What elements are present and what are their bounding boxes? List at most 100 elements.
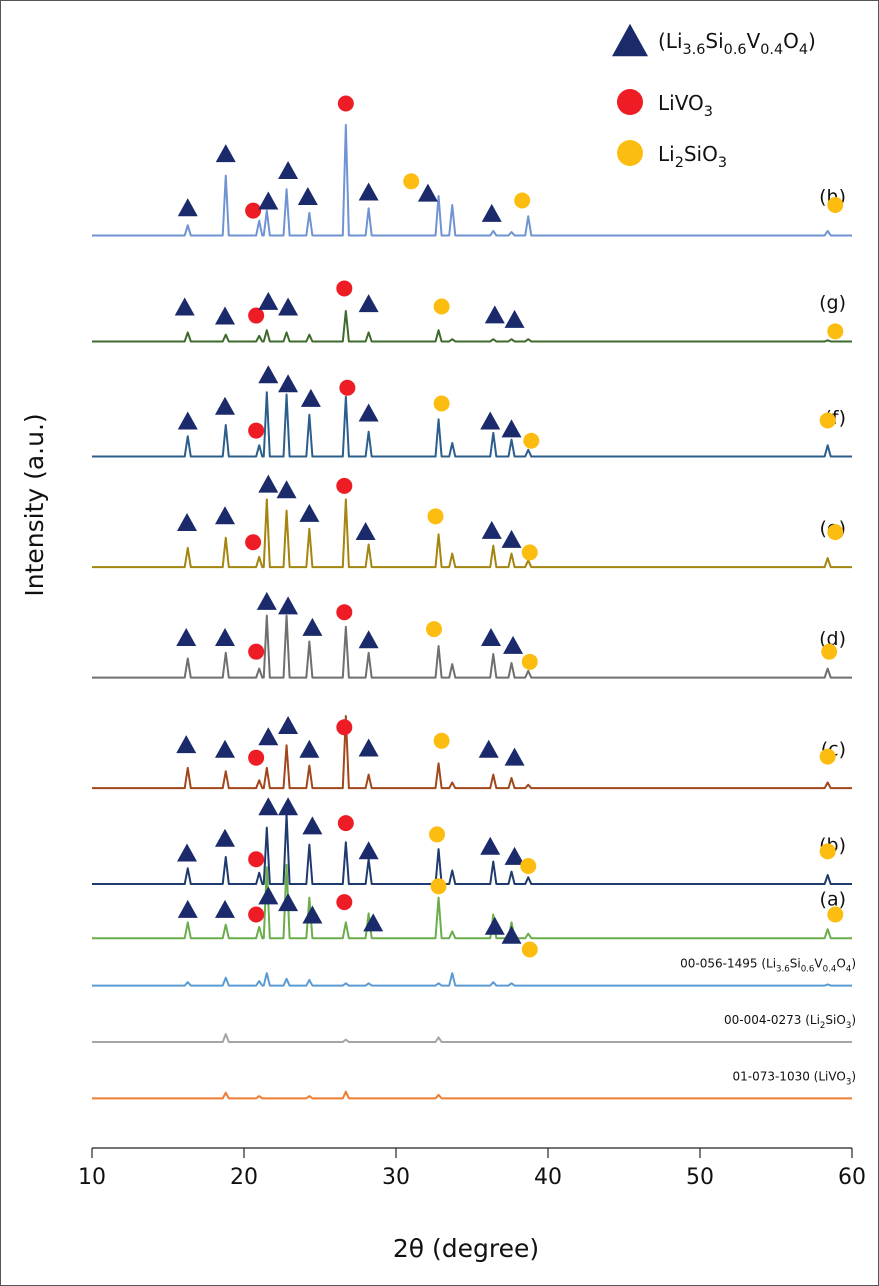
phase-marker: [278, 161, 299, 180]
phase-marker: [358, 738, 379, 757]
phase-marker: [504, 309, 525, 328]
phase-marker: [258, 474, 279, 493]
phase-marker: [215, 628, 235, 647]
phase-marker: [484, 305, 505, 324]
phase-marker: [521, 544, 538, 561]
phase-marker: [278, 797, 299, 816]
phase-marker: [336, 604, 353, 621]
xrd-trace: [92, 972, 852, 987]
y-axis-title: Intensity (a.u.): [20, 413, 49, 596]
phase-marker: [520, 858, 537, 874]
phase-marker: [278, 374, 299, 393]
xrd-trace: [92, 391, 852, 458]
phase-marker: [481, 203, 502, 222]
phase-marker: [248, 307, 265, 324]
phase-marker: [521, 653, 538, 670]
xrd-trace: [92, 614, 852, 679]
phase-marker: [433, 732, 450, 749]
x-axis-title: 2θ (degree): [393, 1234, 539, 1263]
phase-marker: [215, 396, 235, 415]
phase-marker: [302, 816, 323, 835]
phase-marker: [248, 643, 265, 660]
phase-marker: [278, 893, 299, 912]
phase-marker: [358, 403, 379, 422]
phase-marker: [426, 621, 442, 638]
phase-marker: [827, 196, 844, 213]
phase-marker: [523, 432, 540, 449]
phase-marker: [302, 617, 323, 636]
phase-marker: [827, 323, 844, 340]
phase-marker: [336, 280, 353, 297]
phase-marker: [819, 748, 836, 765]
phase-marker: [248, 906, 265, 923]
phase-marker: [827, 906, 844, 923]
phase-marker: [278, 716, 299, 734]
phase-marker: [427, 508, 444, 525]
phase-marker: [258, 191, 279, 210]
phase-marker: [339, 379, 356, 396]
phase-marker: [358, 294, 379, 313]
legend-label: LiVO3: [658, 91, 713, 121]
phase-marker: [177, 843, 197, 862]
phase-marker: [501, 529, 522, 548]
phase-marker: [177, 512, 197, 531]
phase-marker: [337, 815, 354, 832]
phase-marker: [215, 739, 235, 758]
phase-marker: [484, 916, 505, 935]
phase-marker: [514, 192, 531, 209]
xrd-trace: [92, 813, 852, 886]
legend-symbol: [617, 140, 643, 166]
phase-marker: [215, 506, 235, 525]
phase-marker: [215, 306, 235, 325]
reference-label: 00-004-0273 (Li2SiO3): [724, 1012, 856, 1030]
legend-label: (Li3.6Si0.6V0.4O4): [658, 29, 816, 59]
xrd-trace: [92, 1033, 852, 1043]
phase-marker: [480, 411, 501, 430]
phase-marker: [429, 826, 446, 843]
phase-marker: [177, 899, 198, 918]
phase-marker: [819, 843, 836, 860]
phase-marker: [258, 727, 279, 746]
phase-marker: [245, 202, 262, 219]
phase-marker: [302, 905, 323, 924]
phase-marker: [480, 836, 501, 855]
phase-marker: [297, 186, 318, 205]
phase-marker: [819, 412, 836, 429]
phase-marker: [299, 503, 320, 522]
reference-label: 00-056-1495 (Li3.6Si0.6V0.4O4): [680, 956, 856, 974]
phase-marker: [278, 596, 299, 615]
reference-label: 01-073-1030 (LiVO3): [732, 1069, 856, 1087]
phase-marker: [177, 411, 198, 430]
x-tick-label: 20: [230, 1165, 258, 1190]
phase-marker: [504, 747, 525, 766]
xrd-trace: [92, 310, 852, 343]
phase-marker: [336, 719, 353, 736]
x-tick-label: 60: [838, 1165, 866, 1190]
phase-marker: [276, 480, 297, 499]
phase-marker: [358, 841, 379, 860]
xrd-trace: [92, 1090, 852, 1100]
phase-marker: [278, 297, 299, 316]
phase-marker: [358, 630, 379, 649]
phase-marker: [336, 477, 353, 494]
x-tick-label: 40: [534, 1165, 562, 1190]
phase-marker: [299, 739, 320, 758]
phase-marker: [256, 591, 277, 610]
phase-marker: [504, 846, 525, 865]
phase-marker: [336, 894, 353, 911]
phase-marker: [258, 886, 279, 905]
x-tick-label: 50: [686, 1165, 714, 1190]
x-tick-label: 30: [382, 1165, 410, 1190]
phase-marker: [433, 298, 450, 315]
x-tick-label: 10: [78, 1165, 106, 1190]
phase-marker: [258, 365, 279, 384]
phase-marker: [176, 735, 197, 754]
phase-marker: [248, 749, 265, 766]
phase-marker: [501, 925, 522, 944]
phase-marker: [358, 182, 379, 201]
xrd-trace: [92, 714, 852, 790]
series-label: (g): [819, 292, 846, 314]
phase-marker: [433, 395, 450, 412]
phase-marker: [177, 198, 198, 217]
